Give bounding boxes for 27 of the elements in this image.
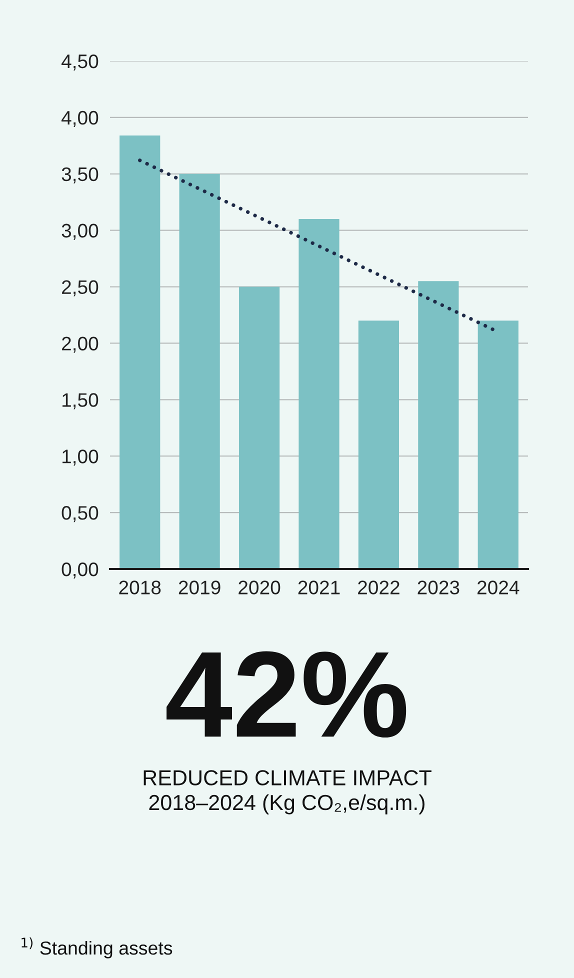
- bar: [120, 136, 160, 569]
- x-tick-label: 2021: [298, 580, 340, 594]
- y-tick-label: 3,00: [62, 224, 98, 240]
- y-tick-label: 1,00: [62, 450, 98, 466]
- x-tick-label: 2018: [119, 580, 161, 594]
- y-tick-label: 0,50: [62, 506, 98, 522]
- y-tick-label: 0,00: [62, 562, 98, 579]
- bar: [418, 281, 459, 569]
- bar: [478, 320, 518, 569]
- x-tick-label: 2019: [178, 580, 220, 594]
- x-tick-label: 2024: [477, 580, 520, 594]
- y-tick-label: 4,50: [61, 54, 98, 71]
- bar: [358, 320, 400, 569]
- x-tick-label: 2023: [418, 580, 460, 594]
- bar: [238, 286, 280, 569]
- x-tick-label: 2020: [238, 580, 280, 594]
- bar: [298, 219, 340, 569]
- text: REDUCED CLIMATE IMPACT 2018–2024 (Kg CO₂,e/sq.m.): [144, 770, 432, 814]
- y-tick-label: 4,00: [61, 110, 98, 127]
- text: 42%: [166, 651, 406, 738]
- bar: [179, 174, 220, 569]
- y-tick-label: 2,50: [62, 280, 98, 296]
- text: $^{1)}$ Standing assets: [22, 937, 172, 958]
- y-tick-label: 2,00: [62, 336, 98, 353]
- y-tick-label: 1,50: [62, 393, 98, 410]
- x-tick-label: 2022: [358, 580, 400, 594]
- y-tick-label: 3,50: [62, 167, 98, 184]
